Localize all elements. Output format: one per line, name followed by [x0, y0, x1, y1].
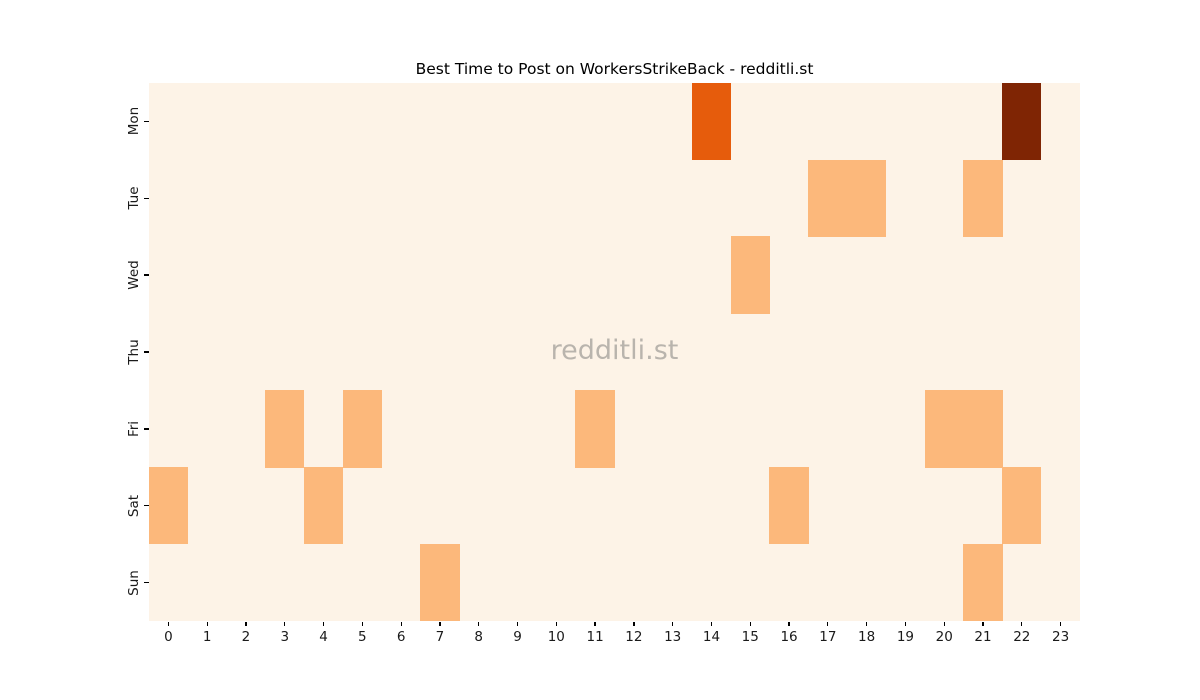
- y-tick-mark: [144, 581, 149, 584]
- y-tick-label: Wed: [126, 260, 142, 290]
- x-tick-mark: [245, 621, 247, 626]
- x-tick-label: 1: [202, 629, 212, 645]
- x-tick-label: 7: [435, 629, 445, 645]
- x-tick-label: 0: [164, 629, 173, 645]
- x-tick-mark: [633, 621, 635, 626]
- y-tick-label: Mon: [126, 107, 142, 136]
- y-tick-label: Fri: [126, 420, 142, 437]
- heatmap-cell: [963, 159, 1003, 237]
- x-tick-mark: [361, 621, 363, 626]
- x-tick-label: 23: [1052, 629, 1070, 645]
- x-tick-mark: [710, 621, 713, 626]
- chart-title: Best Time to Post on WorkersStrikeBack -…: [415, 60, 814, 78]
- x-tick-label: 11: [586, 629, 604, 645]
- y-tick-mark: [144, 505, 149, 507]
- x-tick-mark: [827, 621, 829, 626]
- heatmap-cell: [1002, 82, 1042, 161]
- x-tick-label: 17: [819, 629, 837, 645]
- y-tick-mark: [144, 428, 149, 430]
- y-tick-mark: [144, 197, 149, 199]
- x-tick-mark: [555, 621, 557, 626]
- heatmap-cell: [342, 390, 383, 468]
- x-tick-mark: [672, 621, 674, 626]
- x-tick-mark: [866, 621, 868, 626]
- x-tick-mark: [594, 621, 596, 626]
- x-tick-label: 12: [625, 629, 643, 645]
- x-tick-mark: [1021, 621, 1023, 626]
- x-tick-label: 8: [474, 629, 484, 645]
- heatmap-cell: [303, 466, 344, 545]
- y-tick-mark: [144, 351, 149, 353]
- heatmap-cell: [265, 390, 305, 468]
- heatmap-cell: [846, 159, 887, 237]
- y-tick-label: Tue: [126, 186, 142, 210]
- heatmap-cell: [575, 390, 615, 468]
- x-tick-mark: [982, 621, 984, 626]
- heatmap-cell: [963, 543, 1003, 622]
- heatmap-cell: [730, 236, 770, 314]
- y-tick-mark: [144, 274, 149, 276]
- y-tick-label: Sat: [126, 494, 142, 517]
- x-tick-label: 19: [896, 629, 915, 645]
- x-tick-mark: [1059, 621, 1062, 626]
- x-tick-mark: [439, 621, 441, 626]
- heatmap-cell: [963, 390, 1003, 468]
- x-tick-label: 21: [974, 629, 992, 645]
- x-tick-label: 22: [1013, 629, 1031, 645]
- x-tick-mark: [400, 621, 402, 626]
- heatmap-cell: [924, 390, 964, 468]
- y-tick-label: Sun: [126, 569, 142, 596]
- heatmap-cell: [420, 543, 460, 622]
- x-tick-mark: [904, 621, 907, 626]
- x-tick-mark: [749, 621, 751, 626]
- x-tick-mark: [284, 621, 286, 626]
- heatmap-plot: redditli.st: [148, 82, 1080, 622]
- x-tick-label: 4: [319, 629, 328, 645]
- heatmap-cell: [769, 466, 809, 545]
- x-tick-label: 5: [358, 629, 367, 645]
- heatmap-cell: [691, 82, 732, 161]
- x-tick-label: 2: [241, 629, 251, 645]
- x-tick-label: 3: [280, 629, 290, 645]
- x-tick-label: 18: [858, 629, 876, 645]
- x-tick-mark: [478, 621, 480, 626]
- x-tick-label: 6: [396, 629, 406, 645]
- x-tick-label: 13: [664, 629, 682, 645]
- x-tick-mark: [167, 621, 170, 626]
- heatmap-cell: [1002, 466, 1042, 545]
- x-tick-mark: [206, 621, 208, 626]
- x-tick-label: 10: [547, 629, 565, 645]
- heatmap-cell: [148, 466, 189, 545]
- x-tick-label: 20: [935, 629, 953, 645]
- x-tick-label: 14: [702, 629, 721, 645]
- y-tick-mark: [144, 120, 149, 123]
- x-tick-label: 16: [780, 629, 798, 645]
- x-tick-label: 15: [741, 629, 759, 645]
- watermark-text: redditli.st: [550, 335, 679, 366]
- x-tick-label: 9: [513, 629, 522, 645]
- x-tick-mark: [322, 621, 325, 626]
- x-tick-mark: [788, 621, 790, 626]
- y-tick-label: Thu: [126, 339, 142, 365]
- heatmap-cell: [808, 159, 848, 237]
- x-tick-mark: [516, 621, 519, 626]
- x-tick-mark: [943, 621, 945, 626]
